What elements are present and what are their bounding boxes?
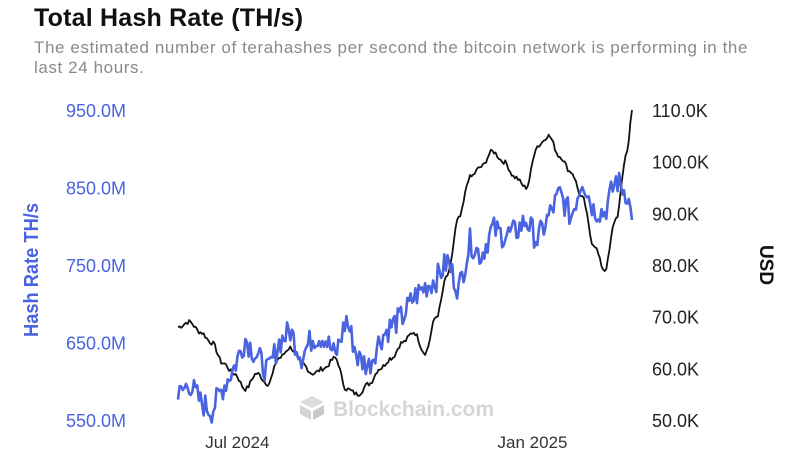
- y-axis-right: 110.0K 100.0K 90.0K 80.0K 70.0K 60.0K 50.0K: [652, 101, 709, 431]
- y-right-tick-label: 80.0K: [652, 256, 699, 276]
- y-right-tick-label: 90.0K: [652, 204, 699, 224]
- series-line-hash-rate-th-s: [176, 171, 634, 424]
- y-axis-left-label-text: Hash Rate TH/s: [21, 203, 43, 337]
- watermark-text: Blockchain.com: [333, 398, 494, 421]
- x-axis: Jul 2024 Jan 2025: [205, 433, 567, 452]
- watermark: Blockchain.com: [300, 396, 494, 421]
- y-right-tick-label: 100.0K: [652, 153, 709, 173]
- x-tick-label: Jul 2024: [205, 433, 269, 452]
- chart-title: Total Hash Rate (TH/s): [34, 4, 304, 32]
- series-line-usd: [177, 109, 633, 397]
- y-right-tick-label: 60.0K: [652, 359, 699, 379]
- blockchain-logo-icon: [300, 396, 324, 420]
- y-axis-right-label-text: USD: [755, 245, 776, 285]
- y-axis-right-label: USD: [755, 245, 776, 285]
- chart-subtitle: The estimated number of terahashes per s…: [34, 38, 749, 77]
- y-left-tick-label: 950.0M: [66, 101, 126, 121]
- y-left-tick-label: 750.0M: [66, 256, 126, 276]
- y-right-tick-label: 70.0K: [652, 308, 699, 328]
- y-left-tick-label: 650.0M: [66, 334, 126, 354]
- y-left-tick-label: 550.0M: [66, 411, 126, 431]
- plot-area: [176, 109, 634, 424]
- x-tick-label: Jan 2025: [498, 433, 568, 452]
- y-axis-left-label: Hash Rate TH/s: [21, 203, 43, 337]
- y-axis-left: 950.0M 850.0M 750.0M 650.0M 550.0M: [66, 101, 126, 431]
- y-right-tick-label: 50.0K: [652, 411, 699, 431]
- y-left-tick-label: 850.0M: [66, 179, 126, 199]
- y-right-tick-label: 110.0K: [652, 101, 708, 121]
